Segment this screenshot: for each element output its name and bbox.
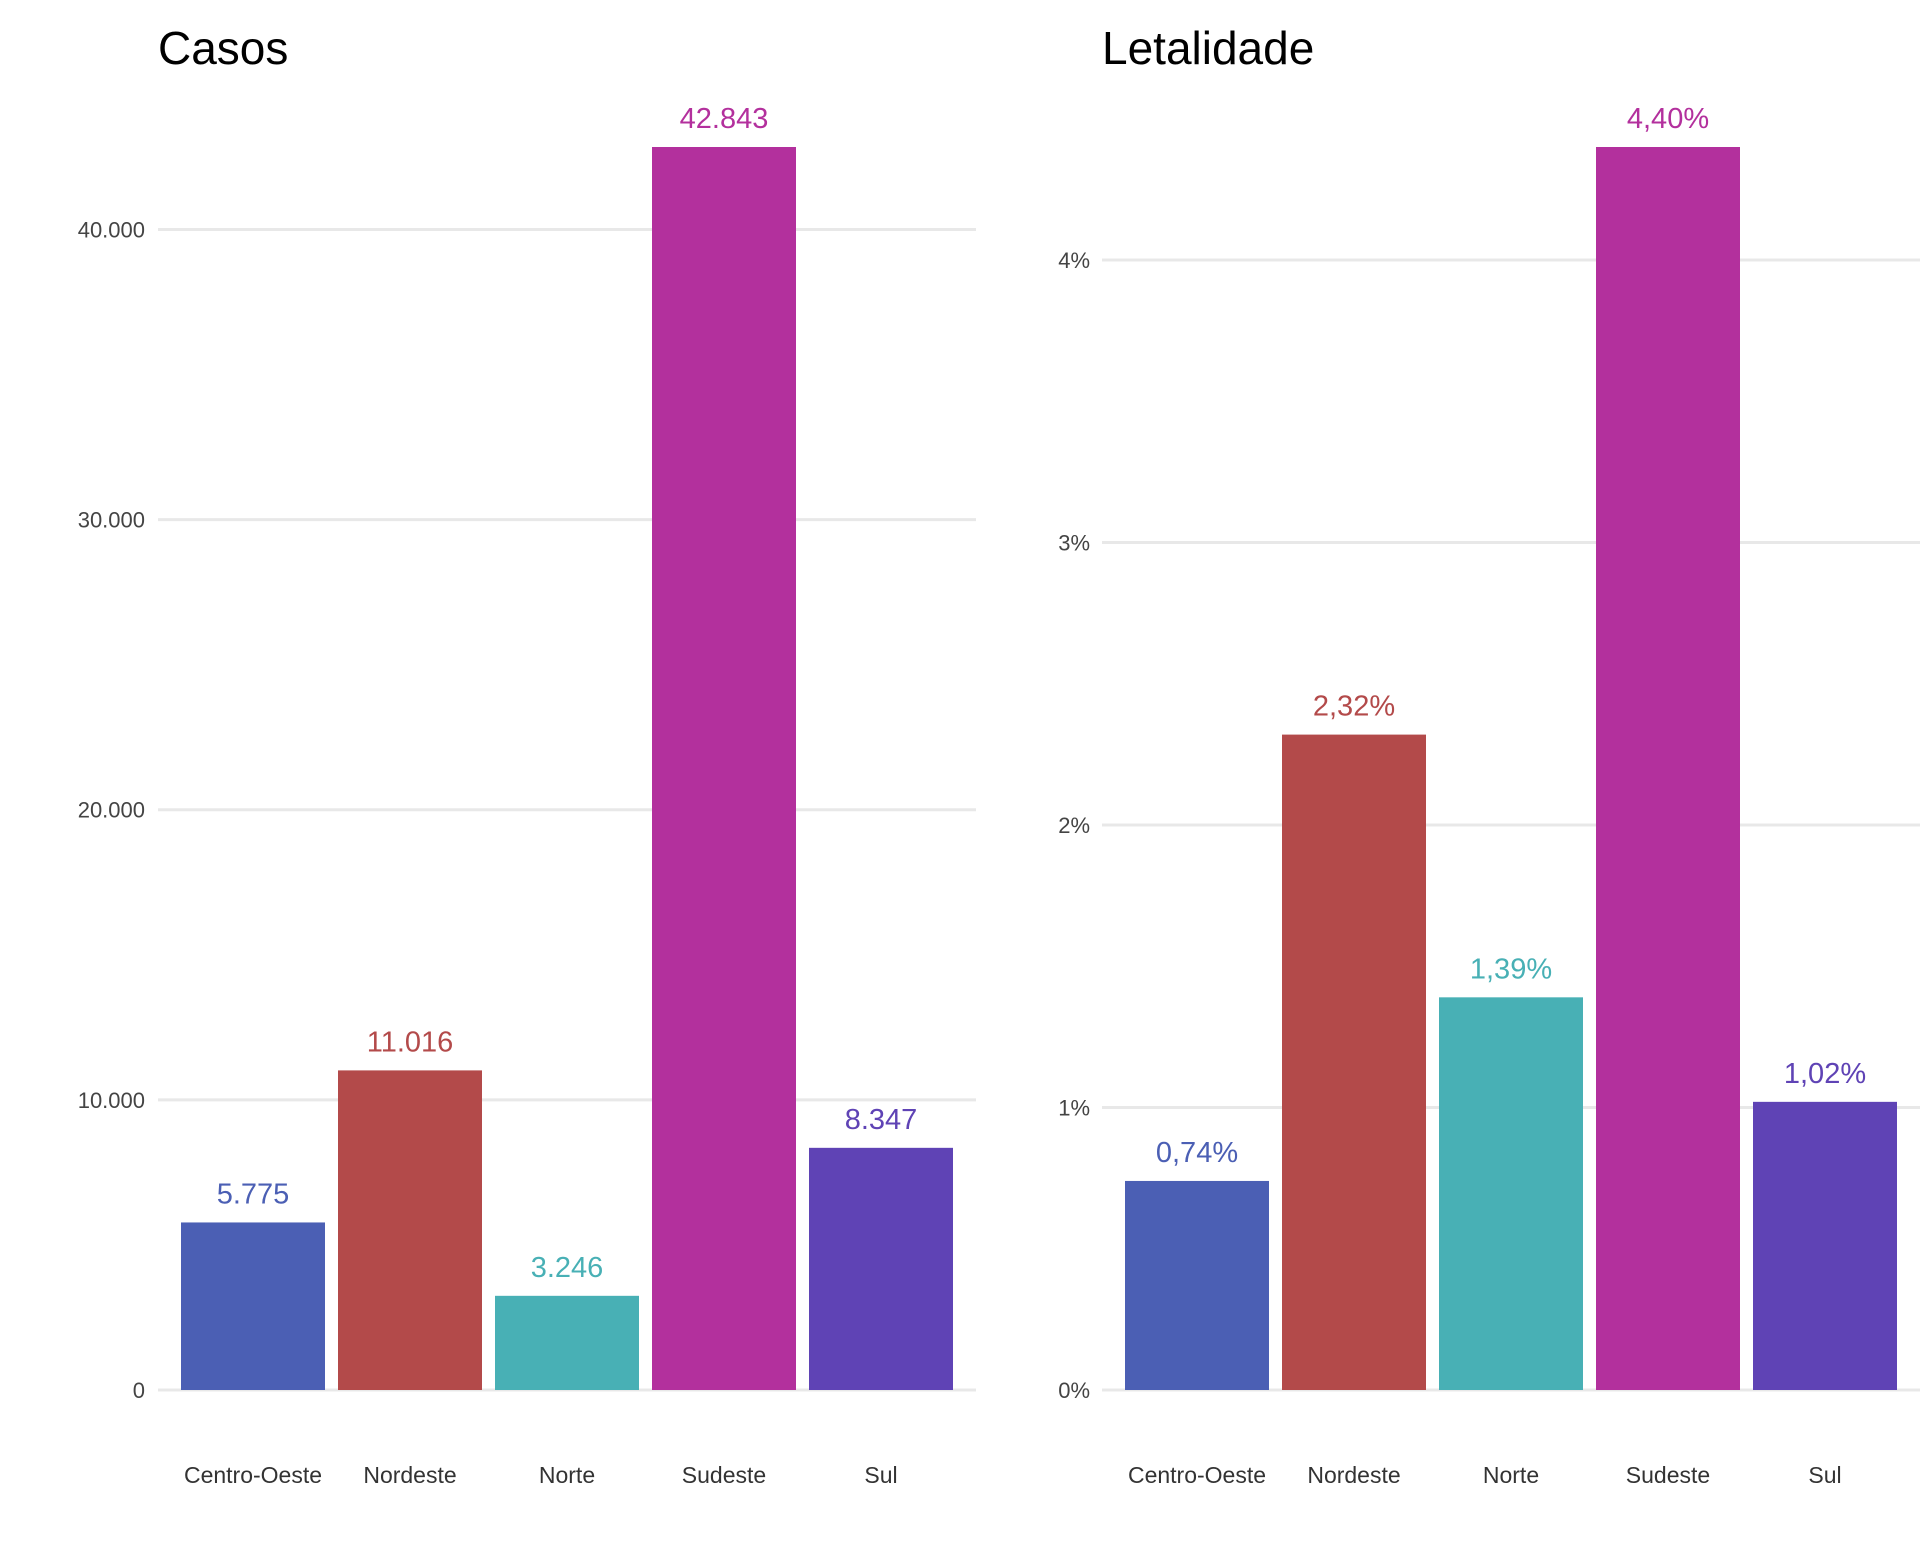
letalidade-bar (1596, 147, 1740, 1390)
casos-panel: Casos 0 10.000 20.000 30.000 40.000 5.775 Cent… (78, 22, 976, 1488)
letalidade-bar (1282, 734, 1426, 1390)
casos-value-label: 11.016 (367, 1026, 454, 1058)
casos-category-label: Norte (539, 1462, 595, 1488)
casos-category-label: Sul (864, 1462, 897, 1488)
letalidade-ytick-label: 1% (1058, 1096, 1090, 1121)
letalidade-value-label: 1,02% (1784, 1058, 1866, 1090)
casos-bar (495, 1295, 639, 1390)
casos-ytick-label: 30.000 (78, 508, 145, 533)
letalidade-bar (1753, 1101, 1897, 1390)
casos-value-label: 42.843 (680, 103, 769, 135)
casos-ytick-label: 20.000 (78, 798, 145, 823)
letalidade-panel: Letalidade 0% 1% 2% 3% 4% 0,74% Centro-Oeste 2,… (1058, 22, 1920, 1488)
letalidade-category-label: Norte (1483, 1462, 1539, 1488)
letalidade-bar (1439, 997, 1583, 1390)
letalidade-category-label: Centro-Oeste (1128, 1462, 1266, 1488)
letalidade-category-label: Sudeste (1626, 1462, 1710, 1488)
casos-value-label: 3.246 (531, 1252, 604, 1284)
casos-category-label: Centro-Oeste (184, 1462, 322, 1488)
letalidade-ytick-label: 2% (1058, 813, 1090, 838)
letalidade-bar (1125, 1180, 1269, 1390)
casos-value-label: 8.347 (845, 1104, 918, 1136)
casos-bar (809, 1147, 953, 1390)
letalidade-value-label: 0,74% (1156, 1137, 1238, 1169)
letalidade-ytick-label: 3% (1058, 531, 1090, 556)
casos-bar (338, 1070, 482, 1390)
casos-bar (652, 147, 796, 1390)
letalidade-category-label: Sul (1808, 1462, 1841, 1488)
letalidade-ytick-label: 0% (1058, 1378, 1090, 1403)
letalidade-category-label: Nordeste (1307, 1462, 1400, 1488)
letalidade-value-label: 4,40% (1627, 103, 1709, 135)
letalidade-value-label: 2,32% (1313, 691, 1395, 723)
letalidade-ytick-label: 4% (1058, 248, 1090, 273)
casos-category-label: Sudeste (682, 1462, 766, 1488)
letalidade-title: Letalidade (1102, 22, 1314, 74)
letalidade-value-label: 1,39% (1470, 953, 1552, 985)
casos-title: Casos (158, 22, 288, 74)
casos-category-label: Nordeste (363, 1462, 456, 1488)
casos-ytick-label: 40.000 (78, 217, 145, 242)
casos-ytick-label: 0 (133, 1378, 145, 1403)
casos-ytick-label: 10.000 (78, 1088, 145, 1113)
casos-bar (181, 1222, 325, 1390)
casos-value-label: 5.775 (217, 1178, 290, 1210)
